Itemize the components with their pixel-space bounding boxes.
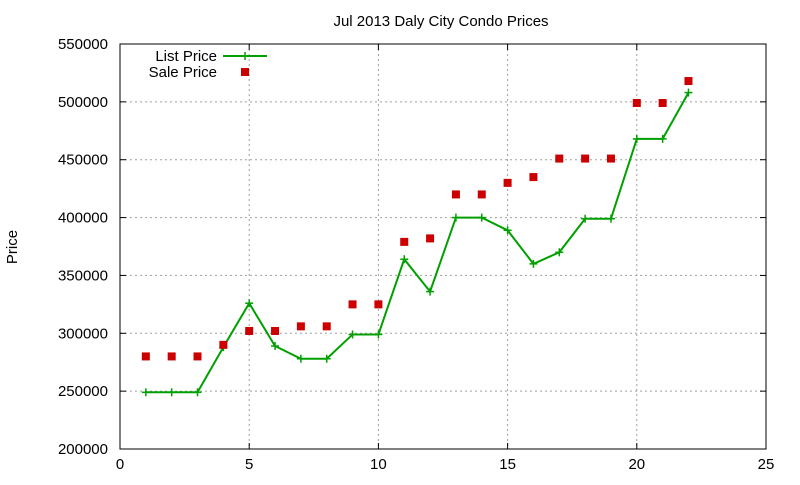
list-price-point [555, 248, 564, 257]
list-price-point [271, 342, 280, 351]
sale-price-point [632, 99, 641, 108]
y-tick-label: 300000 [58, 325, 108, 342]
y-tick-label: 250000 [58, 383, 108, 400]
list-price-point [606, 214, 615, 223]
list-price-point [193, 388, 202, 397]
legend-symbol [223, 52, 267, 60]
sale-price-point [193, 352, 202, 361]
legend-marker [241, 52, 249, 60]
plot-frame [119, 43, 767, 450]
y-tick-label: 350000 [58, 267, 108, 284]
x-tick-label: 15 [499, 456, 516, 473]
list-price-line [145, 92, 690, 394]
sale-price-point [581, 154, 590, 163]
list-price-point [581, 214, 590, 223]
sale-price-point [296, 322, 305, 331]
sale-price-point [477, 190, 486, 199]
grid [120, 44, 766, 449]
sale-price-point [503, 178, 512, 187]
sale-price-point [245, 326, 254, 335]
list-price-point [477, 213, 486, 222]
chart-title: Jul 2013 Daly City Condo Prices [333, 13, 548, 30]
sale-price-point [374, 300, 383, 309]
list-price-point [245, 299, 254, 308]
x-tick-label: 10 [370, 456, 387, 473]
y-tick-label: 500000 [58, 94, 108, 111]
list-price-point [503, 226, 512, 235]
list-price-point [529, 259, 538, 268]
sale-price-point [606, 154, 615, 163]
list-price-point [374, 330, 383, 339]
sale-price-point [322, 322, 331, 331]
sale-price-point [426, 234, 435, 243]
sale-price-point [451, 190, 460, 199]
list-price-point [426, 287, 435, 296]
sale-price-point [529, 173, 538, 182]
list-price-point [141, 388, 150, 397]
y-tick-label: 550000 [58, 36, 108, 53]
legend-marker [241, 68, 249, 76]
y-tick-label: 400000 [58, 210, 108, 227]
x-tick-label: 5 [245, 456, 253, 473]
axes: 0 5 10 15 20 25 200000 250000 300000 350000 400000… [58, 36, 774, 473]
legend-label: Sale Price [149, 64, 217, 81]
y-tick-label: 450000 [58, 152, 108, 169]
sale-price-point [658, 99, 667, 108]
list-price-point [684, 88, 693, 97]
list-price-point [632, 134, 641, 143]
sale-price-point [555, 154, 564, 163]
list-price-point [348, 330, 357, 339]
sale-price-point [167, 352, 176, 361]
x-tick-label: 25 [758, 456, 775, 473]
sale-price-point [348, 300, 357, 309]
sale-price-point [219, 340, 228, 349]
y-tick-label: 200000 [58, 441, 108, 458]
list-price-point [451, 213, 460, 222]
sale-price-point [400, 237, 409, 246]
legend-label: List Price [155, 48, 217, 65]
list-price-point [296, 354, 305, 363]
list-price-point [658, 134, 667, 143]
list-price-point [400, 255, 409, 264]
x-tick-label: 20 [628, 456, 645, 473]
sale-price-point [271, 326, 280, 335]
sale-price-point [141, 352, 150, 361]
legend-symbol [241, 68, 249, 76]
x-tick-label: 0 [116, 456, 124, 473]
y-axis-label: Price [4, 230, 21, 264]
list-price-point [322, 354, 331, 363]
series-layer [141, 77, 693, 397]
sale-price-point [684, 77, 693, 86]
list-price-point [167, 388, 176, 397]
